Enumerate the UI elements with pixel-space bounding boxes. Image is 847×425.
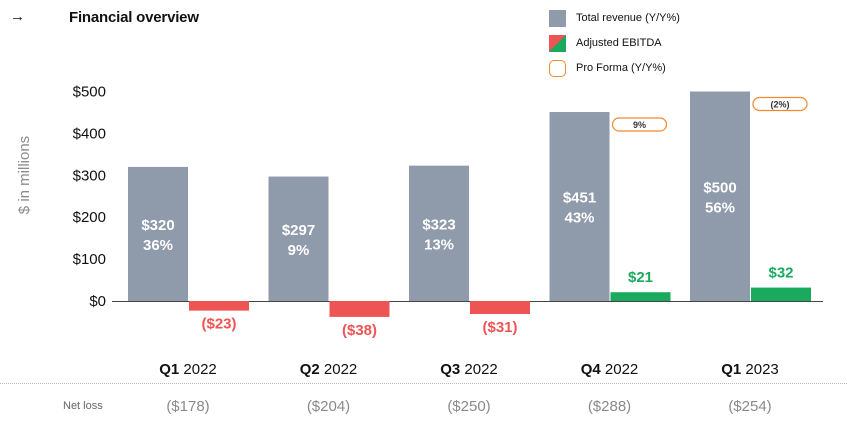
net-loss-value: ($250) <box>447 398 490 415</box>
back-arrow-icon[interactable]: → <box>10 8 25 25</box>
net-loss-value: ($204) <box>307 398 350 415</box>
legend-swatch-revenue <box>549 10 566 27</box>
revenue-bar <box>690 91 750 301</box>
ebitda-value-label: ($31) <box>482 319 517 336</box>
ebitda-value-label: ($23) <box>201 316 236 333</box>
y-tick-label: $500 <box>73 84 106 101</box>
ebitda-bar <box>470 301 530 314</box>
revenue-growth-label: 9% <box>288 242 310 259</box>
revenue-growth-label: 43% <box>564 210 594 227</box>
proforma-pill <box>611 117 668 132</box>
legend-label-proforma: Pro Forma (Y/Y%) <box>576 62 666 74</box>
x-category-label: Q1 2022 <box>159 361 217 378</box>
ebitda-bar <box>610 292 671 301</box>
legend-swatch-proforma <box>549 60 566 77</box>
y-tick-label: $100 <box>73 251 106 268</box>
x-category-year: 2022 <box>605 361 638 378</box>
revenue-bar <box>409 165 469 301</box>
ebitda-value-label: ($38) <box>342 322 377 339</box>
revenue-value-label: $320 <box>141 217 174 234</box>
revenue-bar <box>128 166 188 301</box>
ebitda-value-label: $21 <box>628 269 653 286</box>
x-category-year: 2023 <box>745 361 778 378</box>
revenue-bar <box>549 112 610 301</box>
legend-swatch-ebitda <box>549 35 566 52</box>
revenue-bar <box>268 176 329 301</box>
net-loss-value: ($254) <box>728 398 771 415</box>
net-loss-value: ($288) <box>588 398 631 415</box>
proforma-label: 9% <box>633 120 646 130</box>
net-loss-value: ($178) <box>166 398 209 415</box>
revenue-growth-label: 13% <box>424 236 454 253</box>
revenue-value-label: $451 <box>563 190 596 207</box>
ebitda-bar <box>189 301 249 311</box>
revenue-growth-label: 56% <box>705 199 735 216</box>
legend-label-ebitda: Adjusted EBITDA <box>576 37 662 49</box>
x-category-year: 2022 <box>324 361 357 378</box>
x-category-label: Q3 2022 <box>440 361 498 378</box>
net-loss-divider <box>0 383 847 384</box>
x-category-year: 2022 <box>183 361 216 378</box>
x-category-quarter: Q3 <box>440 361 464 378</box>
x-category-quarter: Q2 <box>300 361 324 378</box>
net-loss-label: Net loss <box>63 400 103 412</box>
ebitda-value-label: $32 <box>768 265 793 282</box>
chart-title: Financial overview <box>69 9 199 26</box>
revenue-growth-label: 36% <box>143 237 173 254</box>
y-tick-label: $300 <box>73 167 106 184</box>
revenue-value-label: $297 <box>282 222 315 239</box>
y-tick-label: $400 <box>73 125 106 142</box>
revenue-value-label: $323 <box>422 216 455 233</box>
ebitda-bar <box>751 287 811 301</box>
y-tick-label: $0 <box>89 293 106 310</box>
x-category-quarter: Q4 <box>581 361 605 378</box>
x-category-label: Q2 2022 <box>300 361 358 378</box>
x-category-label: Q4 2022 <box>581 361 639 378</box>
legend-label-revenue: Total revenue (Y/Y%) <box>576 12 680 24</box>
y-tick-label: $200 <box>73 209 106 226</box>
revenue-value-label: $500 <box>703 179 736 196</box>
proforma-label: (2%) <box>770 100 789 110</box>
x-category-quarter: Q1 <box>159 361 183 378</box>
x-category-label: Q1 2023 <box>721 361 779 378</box>
proforma-pill <box>752 96 808 112</box>
x-category-year: 2022 <box>464 361 497 378</box>
ebitda-bar <box>329 301 390 317</box>
x-category-quarter: Q1 <box>721 361 745 378</box>
